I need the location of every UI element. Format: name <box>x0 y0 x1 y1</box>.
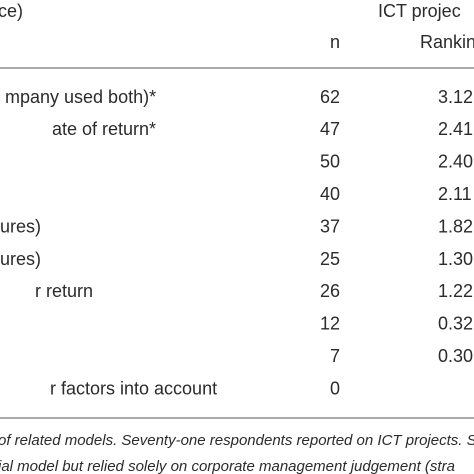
header-group: ICT projec <box>378 1 461 21</box>
row-ranking: 2.40 <box>438 152 473 172</box>
row-n: 25 <box>320 249 340 269</box>
row-label: ures) <box>0 216 41 236</box>
row-ranking: 1.30 <box>438 249 473 269</box>
header-n: n <box>330 32 340 52</box>
row-n: 0 <box>330 378 340 398</box>
footnote: ial model but relied solely on corporate… <box>0 458 455 474</box>
row-label: r return <box>35 281 93 301</box>
row-n: 26 <box>320 281 340 301</box>
row-label: mpany used both)* <box>5 87 156 107</box>
row-label: ures) <box>0 249 41 269</box>
row-ranking: 0.32 <box>438 314 473 334</box>
row-n: 40 <box>320 184 340 204</box>
header-label: ce) <box>0 1 23 21</box>
row-ranking: 0.30 <box>438 346 473 366</box>
row-label: r factors into account <box>50 378 217 398</box>
row-n: 50 <box>320 152 340 172</box>
row-ranking: 3.12 <box>438 87 473 107</box>
row-n: 7 <box>330 346 340 366</box>
row-n: 62 <box>320 87 340 107</box>
row-ranking: 1.82 <box>438 216 473 236</box>
row-ranking: 1.22 <box>438 281 473 301</box>
row-n: 37 <box>320 216 340 236</box>
header-ranking: Rankin <box>420 32 474 52</box>
row-label: ate of return* <box>52 119 156 139</box>
row-ranking: 2.11 <box>438 184 472 204</box>
row-n: 12 <box>320 314 340 334</box>
row-n: 47 <box>320 119 340 139</box>
footnote: of related models. Seventy-one responden… <box>0 432 474 449</box>
row-ranking: 2.41 <box>438 119 473 139</box>
